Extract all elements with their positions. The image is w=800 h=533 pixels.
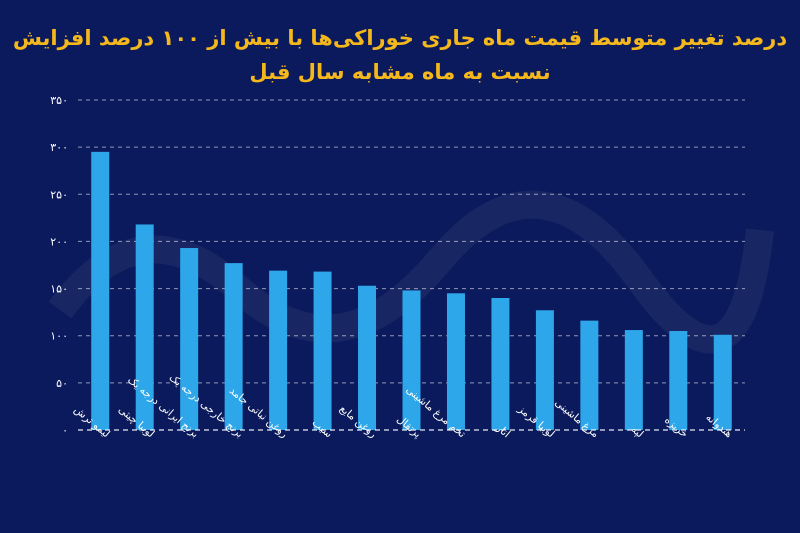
bar xyxy=(446,293,465,430)
bar xyxy=(713,334,732,430)
chart-title: درصد تغییر متوسط قیمت ماه جاری خوراکی‌ها… xyxy=(12,26,788,50)
x-tick-label: لپه xyxy=(629,423,646,440)
bar xyxy=(224,263,243,430)
bar xyxy=(580,320,599,430)
y-tick-label: ۵۰ xyxy=(56,377,68,390)
y-tick-label: ۱۵۰ xyxy=(50,283,68,296)
bar xyxy=(313,271,332,430)
y-tick-label: ۱۰۰ xyxy=(50,330,68,343)
y-tick-label: ۲۰۰ xyxy=(50,235,68,248)
bar xyxy=(180,248,199,430)
bar xyxy=(624,330,643,430)
chart-subtitle: نسبت به ماه مشابه سال قبل xyxy=(249,60,551,84)
bar xyxy=(402,290,421,430)
bar xyxy=(535,310,554,430)
y-tick-label: ۳۵۰ xyxy=(50,94,68,107)
bar xyxy=(135,224,154,430)
bar xyxy=(669,331,688,430)
bar xyxy=(491,298,510,430)
y-tick-label: ۳۰۰ xyxy=(50,141,68,154)
bar xyxy=(269,270,288,430)
bar xyxy=(358,285,377,430)
y-tick-label: ۲۵۰ xyxy=(50,188,68,201)
bar xyxy=(91,151,110,430)
y-tick-label: ۰ xyxy=(62,424,68,437)
